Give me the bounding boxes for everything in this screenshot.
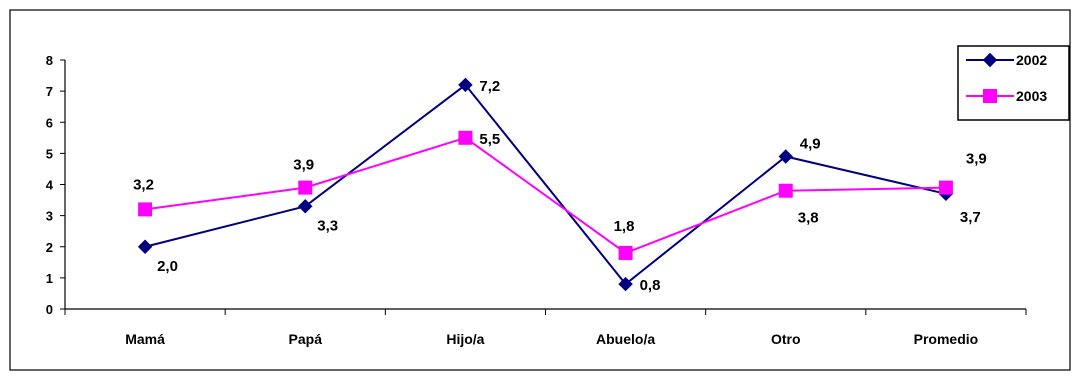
y-tick-label: 4 — [46, 178, 54, 193]
data-label-2003: 3,9 — [293, 157, 314, 174]
y-tick-label: 1 — [46, 271, 53, 286]
data-point-2002 — [137, 239, 153, 254]
data-point-2003 — [778, 183, 793, 198]
x-category-label: Promedio — [914, 331, 979, 347]
series-line-2002 — [144, 83, 947, 286]
legend-marker-2003 — [983, 89, 997, 103]
legend-label-2002: 2002 — [1016, 52, 1047, 68]
data-label-2003: 3,8 — [798, 210, 819, 227]
data-point-2002 — [458, 77, 473, 93]
data-point-2003 — [298, 180, 313, 195]
legend-marker-2002 — [982, 52, 998, 68]
data-label-2002: 4,9 — [800, 135, 821, 152]
x-category-label: Hijo/a — [446, 331, 484, 347]
x-category-label: Mamá — [125, 331, 165, 347]
data-label-2002: 3,7 — [960, 209, 981, 226]
data-point-2002 — [298, 199, 313, 214]
data-point-2003 — [938, 180, 953, 195]
data-label-2003: 3,9 — [966, 151, 987, 168]
data-point-2003 — [618, 245, 633, 260]
data-label-2003: 5,5 — [479, 131, 500, 148]
x-category-label: Papá — [289, 331, 323, 347]
data-point-2002 — [778, 149, 793, 164]
data-label-2002: 0,8 — [640, 277, 661, 294]
legend-box — [957, 45, 1070, 121]
data-point-2002 — [618, 276, 633, 292]
data-point-2003 — [138, 202, 153, 217]
y-tick-label: 2 — [46, 240, 53, 255]
data-label-2003: 1,8 — [614, 218, 635, 235]
legend-label-2003: 2003 — [1016, 88, 1047, 104]
data-label-2002: 3,3 — [317, 217, 338, 234]
x-category-label: Otro — [771, 331, 801, 347]
y-tick-label: 0 — [46, 302, 53, 317]
y-tick-label: 8 — [46, 53, 53, 68]
x-category-label: Abuelo/a — [596, 331, 655, 347]
data-label-2003: 3,2 — [133, 176, 154, 193]
y-tick-label: 6 — [46, 115, 53, 130]
y-tick-label: 3 — [46, 209, 53, 224]
chart-border — [9, 9, 1071, 371]
series-line-2003 — [144, 136, 946, 255]
data-label-2002: 2,0 — [157, 258, 178, 275]
y-tick-label: 5 — [46, 146, 53, 161]
data-label-2002: 7,2 — [479, 78, 500, 95]
data-point-2003 — [458, 130, 473, 145]
y-tick-label: 7 — [46, 84, 53, 99]
